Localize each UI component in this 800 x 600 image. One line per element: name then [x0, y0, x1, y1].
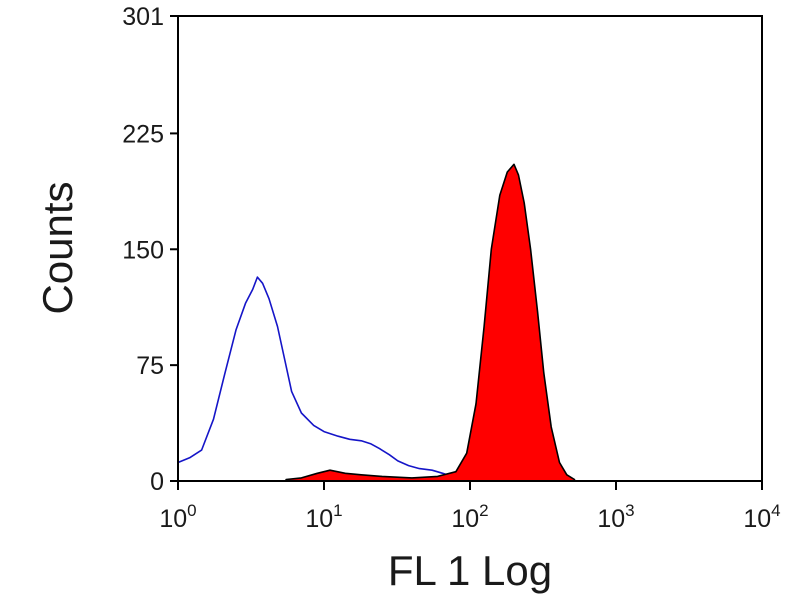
series-1-filled-histogram — [285, 163, 576, 482]
y-tick-label: 75 — [136, 352, 164, 380]
series-0-line-histogram — [177, 276, 453, 478]
y-tick-label: 301 — [122, 3, 164, 31]
plot-series — [177, 163, 576, 482]
y-tick-label: 0 — [150, 468, 164, 496]
x-tick-label: 103 — [597, 501, 634, 533]
x-tick-label: 100 — [159, 501, 196, 533]
y-axis-title: Counts — [34, 181, 81, 314]
x-axis-title: FL 1 Log — [388, 547, 552, 594]
y-ticks: 0 75 150 225 301 — [122, 3, 178, 496]
x-tick-label: 104 — [743, 501, 780, 533]
x-tick-label: 102 — [451, 501, 488, 533]
x-ticks: 100 101 102 103 104 — [159, 481, 781, 533]
y-tick-label: 150 — [122, 236, 164, 264]
plot-area-frame — [177, 15, 763, 482]
y-tick-label: 225 — [122, 120, 164, 148]
x-tick-label: 101 — [305, 501, 342, 533]
